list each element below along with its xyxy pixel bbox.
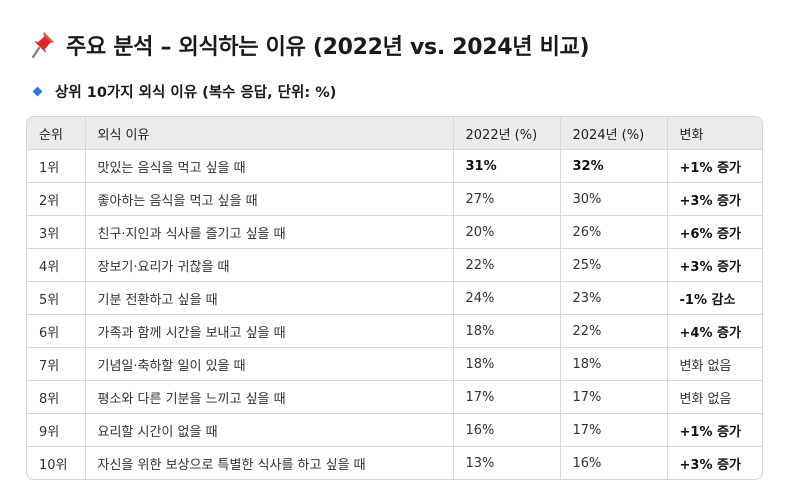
rank-cell: 6위 (27, 314, 86, 348)
table-row: 7위 기념일·축하할 일이 있을 때 18% 18% 변화 없음 (27, 347, 762, 381)
reasons-table-container: 순위 외식 이유 2022년 (%) 2024년 (%) 변화 1위 맛있는 음… (26, 116, 763, 480)
table-row: 5위 기분 전환하고 싶을 때 24% 23% -1% 감소 (27, 281, 762, 315)
change-cell: +1% 증가 (667, 149, 762, 183)
reason-cell: 평소와 다른 기분을 느끼고 싶을 때 (85, 380, 454, 414)
table-row: 6위 가족과 함께 시간을 보내고 싶을 때 18% 22% +4% 증가 (27, 314, 762, 348)
table-row: 2위 좋아하는 음식을 먹고 싶을 때 27% 30% +3% 증가 (27, 182, 762, 216)
reason-cell: 가족과 함께 시간을 보내고 싶을 때 (85, 314, 454, 348)
value-2024-cell: 22% (560, 314, 668, 348)
reason-cell: 기념일·축하할 일이 있을 때 (85, 347, 454, 381)
rank-cell: 4위 (27, 248, 86, 282)
change-cell: +3% 증가 (667, 248, 762, 282)
column-header-2024: 2024년 (%) (560, 117, 668, 150)
rank-cell: 3위 (27, 215, 86, 249)
table-row: 3위 친구·지인과 식사를 즐기고 싶을 때 20% 26% +6% 증가 (27, 215, 762, 249)
value-2024-cell: 16% (560, 446, 668, 479)
value-2022-cell: 18% (453, 347, 561, 381)
rank-cell: 2위 (27, 182, 86, 216)
rank-cell: 5위 (27, 281, 86, 315)
table-header-row: 순위 외식 이유 2022년 (%) 2024년 (%) 변화 (27, 117, 762, 150)
reason-cell: 좋아하는 음식을 먹고 싶을 때 (85, 182, 454, 216)
reasons-table: 순위 외식 이유 2022년 (%) 2024년 (%) 변화 1위 맛있는 음… (27, 117, 762, 479)
change-cell: +6% 증가 (667, 215, 762, 249)
change-cell: +4% 증가 (667, 314, 762, 348)
value-2024-cell: 18% (560, 347, 668, 381)
value-2024-cell: 30% (560, 182, 668, 216)
column-header-change: 변화 (667, 117, 762, 150)
table-row: 4위 장보기·요리가 귀찮을 때 22% 25% +3% 증가 (27, 248, 762, 282)
blue-diamond-icon (32, 86, 43, 96)
value-2022-cell: 24% (453, 281, 561, 315)
value-2022-cell: 22% (453, 248, 561, 282)
table-row: 10위 자신을 위한 보상으로 특별한 식사를 하고 싶을 때 13% 16% … (27, 446, 762, 479)
value-2022-cell: 20% (453, 215, 561, 249)
section-subtitle: 상위 10가지 외식 이유 (복수 응답, 단위: %) (32, 80, 336, 102)
column-header-rank: 순위 (27, 117, 86, 150)
reason-cell: 맛있는 음식을 먹고 싶을 때 (85, 149, 454, 183)
change-cell: -1% 감소 (667, 281, 762, 315)
subtitle-text: 상위 10가지 외식 이유 (복수 응답, 단위: %) (55, 84, 337, 101)
value-2022-cell: 17% (453, 380, 561, 414)
rank-cell: 7위 (27, 347, 86, 381)
rank-cell: 10위 (27, 446, 86, 479)
change-cell: 변화 없음 (667, 347, 762, 381)
value-2022-cell: 27% (453, 182, 561, 216)
column-header-2022: 2022년 (%) (453, 117, 561, 150)
value-2022-cell: 31% (453, 149, 561, 183)
value-2022-cell: 16% (453, 413, 561, 447)
value-2024-cell: 25% (560, 248, 668, 282)
table-row: 8위 평소와 다른 기분을 느끼고 싶을 때 17% 17% 변화 없음 (27, 380, 762, 414)
value-2024-cell: 26% (560, 215, 668, 249)
change-cell: +1% 증가 (667, 413, 762, 447)
change-cell: +3% 증가 (667, 182, 762, 216)
value-2024-cell: 17% (560, 380, 668, 414)
value-2022-cell: 18% (453, 314, 561, 348)
value-2024-cell: 23% (560, 281, 668, 315)
reason-cell: 요리할 시간이 없을 때 (85, 413, 454, 447)
reason-cell: 친구·지인과 식사를 즐기고 싶을 때 (85, 215, 454, 249)
table-row: 9위 요리할 시간이 없을 때 16% 17% +1% 증가 (27, 413, 762, 447)
column-header-reason: 외식 이유 (85, 117, 454, 150)
reason-cell: 자신을 위한 보상으로 특별한 식사를 하고 싶을 때 (85, 446, 454, 479)
value-2024-cell: 32% (560, 149, 668, 183)
rank-cell: 8위 (27, 380, 86, 414)
reason-cell: 기분 전환하고 싶을 때 (85, 281, 454, 315)
change-cell: +3% 증가 (679, 457, 741, 473)
title-text: 주요 분석 – 외식하는 이유 (2022년 vs. 2024년 비교) (66, 35, 590, 60)
table-row: 1위 맛있는 음식을 먹고 싶을 때 31% 32% +1% 증가 (27, 149, 762, 183)
reason-cell: 장보기·요리가 귀찮을 때 (85, 248, 454, 282)
change-cell: 변화 없음 (667, 380, 762, 414)
page-title: 주요 분석 – 외식하는 이유 (2022년 vs. 2024년 비교) (30, 28, 590, 62)
rank-cell: 9위 (27, 413, 86, 447)
value-2024-cell: 17% (560, 413, 668, 447)
pushpin-icon (30, 30, 56, 60)
value-2022-cell: 13% (453, 446, 561, 479)
rank-cell: 1위 (27, 149, 86, 183)
